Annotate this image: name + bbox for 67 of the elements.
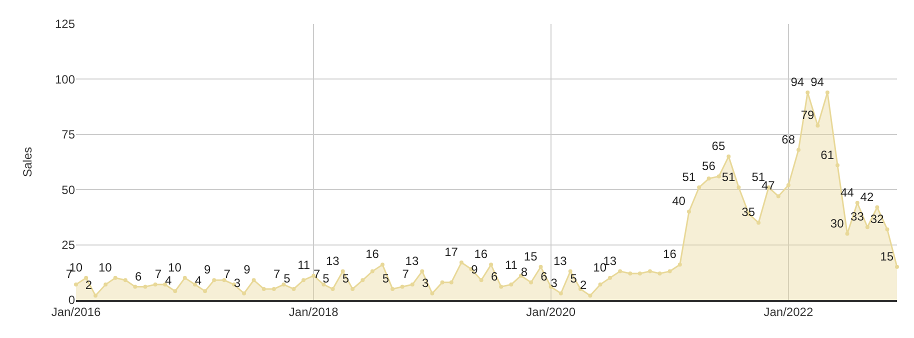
data-label: 13: [405, 254, 419, 268]
x-tick-label: Jan/2016: [51, 305, 102, 320]
data-label: 10: [593, 260, 607, 274]
data-label: 8: [520, 264, 528, 279]
data-label: 68: [782, 132, 796, 146]
data-label: 11: [298, 258, 310, 272]
data-label: 13: [554, 254, 568, 268]
y-axis-title: Sales: [20, 146, 34, 178]
y-tick-label: 0: [68, 293, 76, 308]
data-label: 7: [224, 267, 231, 282]
data-label: 9: [244, 262, 251, 277]
data-label: 2: [85, 278, 92, 292]
data-label: 16: [663, 247, 677, 262]
data-label: 40: [672, 194, 686, 208]
data-label: 5: [284, 271, 291, 286]
y-tick-label: 100: [54, 72, 76, 86]
data-label: 61: [820, 148, 834, 162]
data-label: 5: [322, 271, 330, 286]
data-label: 44: [840, 185, 854, 200]
data-label: 33: [850, 210, 864, 224]
data-label: 42: [860, 190, 874, 204]
data-label: 35: [742, 205, 756, 220]
data-label: 7: [402, 267, 410, 282]
data-label: 9: [204, 262, 211, 277]
data-label: 30: [830, 216, 844, 230]
data-label: 7: [313, 267, 320, 282]
data-label: 13: [326, 254, 340, 268]
data-label: 3: [234, 276, 241, 290]
data-label: 4: [164, 274, 172, 288]
data-label: 3: [550, 276, 558, 290]
data-label: 7: [154, 267, 162, 282]
data-label: 5: [342, 271, 350, 286]
data-label: 94: [790, 74, 804, 89]
data-label: 6: [135, 269, 142, 284]
data-label: 2: [580, 278, 587, 292]
data-label: 15: [524, 249, 538, 264]
data-label: 56: [702, 158, 716, 173]
x-tick-label: Jan/2018: [288, 305, 339, 320]
data-label: 5: [382, 271, 390, 286]
y-tick-label: 25: [62, 238, 76, 252]
data-label: 3: [422, 276, 430, 290]
data-label: 10: [168, 260, 182, 274]
data-label: 65: [712, 138, 726, 153]
data-label: 51: [752, 170, 766, 184]
data-label: 94: [810, 74, 824, 89]
data-label: 5: [570, 271, 578, 286]
data-label: 17: [444, 244, 458, 259]
data-label: 4: [194, 274, 202, 288]
data-label: 15: [880, 249, 894, 264]
data-label: 51: [682, 170, 696, 184]
y-tick-label: 50: [62, 182, 76, 197]
x-tick-label: Jan/2020: [526, 305, 576, 320]
y-tick-label: 75: [62, 128, 76, 142]
data-label: 16: [474, 247, 488, 262]
data-label: 6: [540, 269, 548, 284]
data-label: 9: [471, 262, 478, 277]
data-label: 11: [504, 258, 518, 272]
data-label: 6: [490, 269, 498, 284]
data-label: 32: [870, 212, 884, 226]
data-label: 7: [66, 267, 73, 282]
data-label: 10: [98, 260, 112, 274]
data-label: 51: [722, 170, 736, 184]
data-label: 79: [800, 108, 815, 122]
data-label: 16: [366, 247, 380, 262]
x-tick-label: Jan/2022: [764, 305, 814, 320]
data-label: 7: [274, 267, 281, 282]
y-tick-label: 125: [54, 17, 76, 32]
